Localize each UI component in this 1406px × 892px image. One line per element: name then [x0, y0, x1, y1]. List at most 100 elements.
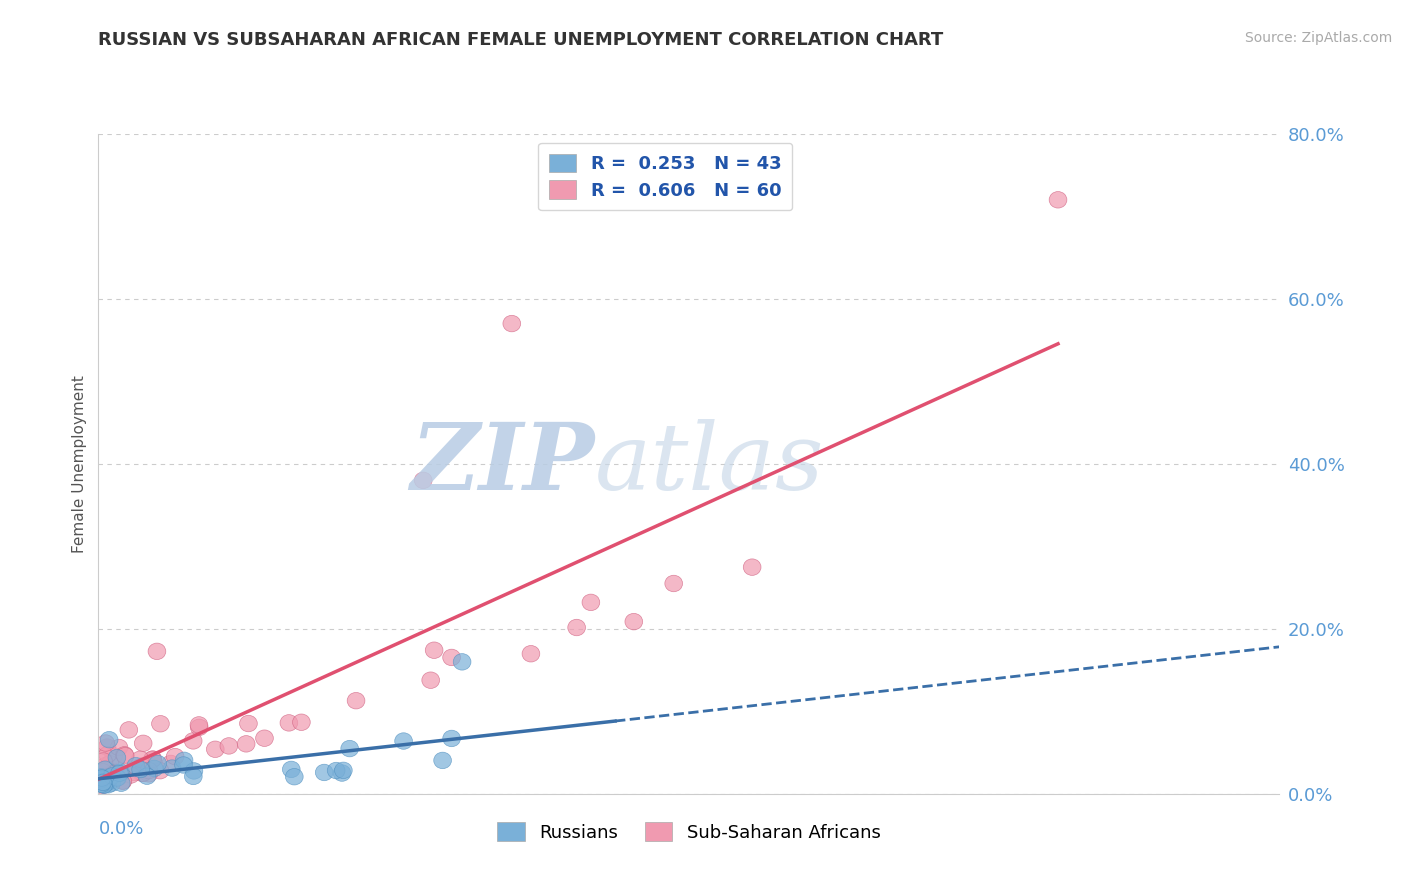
Ellipse shape: [522, 646, 540, 662]
Ellipse shape: [433, 752, 451, 769]
Ellipse shape: [93, 776, 110, 792]
Ellipse shape: [96, 777, 112, 793]
Ellipse shape: [98, 777, 117, 793]
Ellipse shape: [96, 777, 112, 793]
Ellipse shape: [347, 692, 366, 709]
Text: 0.0%: 0.0%: [98, 821, 143, 838]
Ellipse shape: [238, 736, 254, 752]
Text: RUSSIAN VS SUBSAHARAN AFRICAN FEMALE UNEMPLOYMENT CORRELATION CHART: RUSSIAN VS SUBSAHARAN AFRICAN FEMALE UNE…: [98, 31, 943, 49]
Ellipse shape: [582, 594, 600, 611]
Ellipse shape: [256, 730, 273, 747]
Ellipse shape: [108, 770, 127, 786]
Ellipse shape: [335, 762, 353, 779]
Ellipse shape: [115, 747, 134, 763]
Ellipse shape: [285, 769, 304, 785]
Ellipse shape: [127, 757, 145, 774]
Ellipse shape: [110, 769, 128, 786]
Ellipse shape: [744, 559, 761, 575]
Ellipse shape: [101, 756, 120, 772]
Legend: Russians, Sub-Saharan Africans: Russians, Sub-Saharan Africans: [488, 814, 890, 851]
Ellipse shape: [103, 768, 121, 784]
Ellipse shape: [93, 769, 110, 786]
Ellipse shape: [138, 768, 156, 784]
Y-axis label: Female Unemployment: Female Unemployment: [72, 375, 87, 553]
Ellipse shape: [141, 763, 157, 779]
Ellipse shape: [1049, 192, 1067, 208]
Ellipse shape: [97, 735, 114, 751]
Ellipse shape: [186, 763, 202, 780]
Ellipse shape: [131, 751, 149, 767]
Ellipse shape: [333, 764, 352, 781]
Ellipse shape: [328, 763, 344, 779]
Ellipse shape: [98, 772, 117, 789]
Ellipse shape: [568, 619, 585, 636]
Ellipse shape: [152, 763, 169, 779]
Ellipse shape: [280, 714, 298, 731]
Ellipse shape: [100, 770, 118, 786]
Ellipse shape: [134, 765, 152, 781]
Ellipse shape: [149, 756, 166, 772]
Ellipse shape: [93, 772, 111, 789]
Ellipse shape: [93, 773, 110, 789]
Ellipse shape: [283, 761, 299, 778]
Ellipse shape: [163, 760, 181, 776]
Ellipse shape: [125, 764, 142, 780]
Ellipse shape: [134, 765, 150, 781]
Ellipse shape: [148, 643, 166, 659]
Text: Source: ZipAtlas.com: Source: ZipAtlas.com: [1244, 31, 1392, 45]
Ellipse shape: [162, 756, 180, 772]
Ellipse shape: [93, 772, 110, 788]
Ellipse shape: [122, 767, 139, 783]
Ellipse shape: [152, 715, 169, 732]
Ellipse shape: [315, 764, 333, 780]
Ellipse shape: [98, 739, 115, 756]
Ellipse shape: [103, 766, 121, 782]
Ellipse shape: [190, 719, 208, 736]
Ellipse shape: [132, 761, 149, 778]
Ellipse shape: [340, 740, 359, 756]
Text: ZIP: ZIP: [411, 419, 595, 508]
Ellipse shape: [239, 715, 257, 731]
Ellipse shape: [108, 764, 125, 780]
Ellipse shape: [143, 751, 162, 767]
Ellipse shape: [665, 575, 682, 591]
Ellipse shape: [624, 614, 643, 630]
Ellipse shape: [112, 764, 129, 780]
Ellipse shape: [105, 747, 122, 764]
Ellipse shape: [94, 774, 112, 790]
Ellipse shape: [97, 773, 114, 789]
Ellipse shape: [184, 768, 202, 785]
Ellipse shape: [100, 731, 118, 747]
Text: atlas: atlas: [595, 419, 824, 508]
Ellipse shape: [292, 714, 311, 731]
Ellipse shape: [94, 753, 112, 769]
Ellipse shape: [135, 735, 152, 752]
Ellipse shape: [132, 758, 150, 774]
Ellipse shape: [207, 741, 224, 757]
Ellipse shape: [96, 761, 114, 778]
Ellipse shape: [111, 765, 128, 781]
Ellipse shape: [93, 769, 110, 785]
Ellipse shape: [120, 722, 138, 739]
Ellipse shape: [141, 765, 157, 782]
Ellipse shape: [219, 738, 238, 754]
Ellipse shape: [98, 774, 115, 791]
Ellipse shape: [94, 764, 111, 780]
Ellipse shape: [453, 654, 471, 670]
Ellipse shape: [503, 316, 520, 332]
Ellipse shape: [145, 760, 163, 777]
Ellipse shape: [110, 739, 128, 756]
Ellipse shape: [93, 778, 110, 794]
Ellipse shape: [145, 751, 162, 767]
Ellipse shape: [415, 472, 432, 489]
Ellipse shape: [190, 716, 208, 733]
Ellipse shape: [103, 775, 121, 791]
Ellipse shape: [108, 749, 125, 766]
Ellipse shape: [97, 761, 115, 777]
Ellipse shape: [97, 757, 114, 774]
Ellipse shape: [114, 773, 132, 789]
Ellipse shape: [112, 775, 131, 791]
Ellipse shape: [166, 748, 184, 764]
Ellipse shape: [395, 733, 412, 749]
Ellipse shape: [98, 747, 117, 763]
